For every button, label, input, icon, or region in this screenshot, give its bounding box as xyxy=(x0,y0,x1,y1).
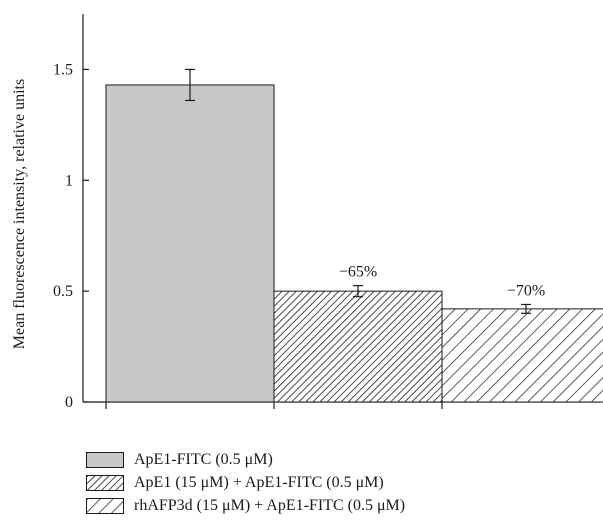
legend-swatch-solid xyxy=(86,451,124,468)
bar-2 xyxy=(273,290,443,403)
y-tick-label: 1 xyxy=(65,172,73,189)
legend-swatch-dense-hatch xyxy=(86,474,124,491)
legend-item-ape1-plus-ape1-fitc: ApE1 (15 μM) + ApE1-FITC (0.5 μM) xyxy=(86,471,405,494)
y-tick-label: 1.5 xyxy=(53,61,73,78)
y-axis-label: Mean fluorescence intensity, relative un… xyxy=(11,79,28,349)
legend-swatch-sparse-hatch xyxy=(86,497,124,514)
legend-label: ApE1-FITC (0.5 μM) xyxy=(134,450,273,468)
bar-annotation: −70% xyxy=(507,282,545,299)
chart-legend: ApE1-FITC (0.5 μM) ApE1 (15 μM) + ApE1-F… xyxy=(86,448,405,517)
legend-label: ApE1 (15 μM) + ApE1-FITC (0.5 μM) xyxy=(134,473,384,491)
bar-3 xyxy=(441,308,603,403)
bar-1 xyxy=(105,84,275,403)
legend-label: rhAFP3d (15 μM) + ApE1-FITC (0.5 μM) xyxy=(134,496,406,514)
legend-item-ape1-fitc: ApE1-FITC (0.5 μM) xyxy=(86,448,405,471)
legend-item-rhafp3d-plus-ape1-fitc: rhAFP3d (15 μM) + ApE1-FITC (0.5 μM) xyxy=(86,494,405,517)
y-tick-label: 0 xyxy=(65,394,73,411)
bar-annotation: −65% xyxy=(339,264,377,281)
y-tick-label: 0.5 xyxy=(53,283,73,300)
